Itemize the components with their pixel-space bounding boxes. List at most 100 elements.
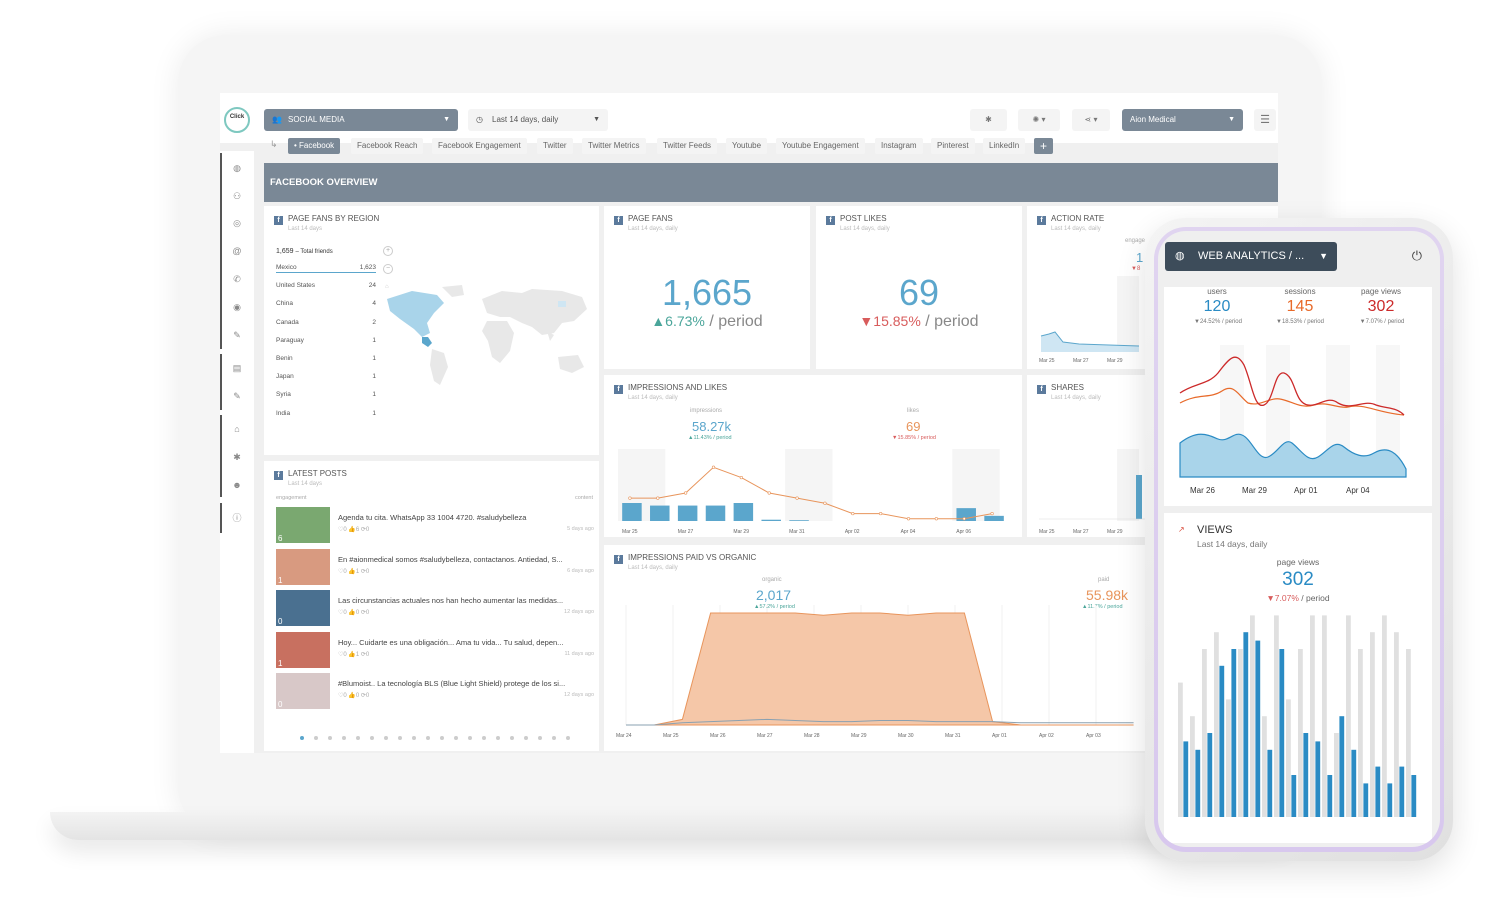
x-tick-label: Mar 29 [1242,486,1267,495]
page-views-bar [1387,783,1393,817]
page-dot[interactable] [426,736,430,740]
page-dot[interactable] [398,736,402,740]
post-item[interactable]: 0 Las circunstancias actuales nos han hec… [276,590,594,628]
settings-button[interactable]: ✺ ▾ [1018,109,1060,131]
paid-value: 55.98k [1086,587,1129,603]
app-logo[interactable]: Click [224,107,250,133]
add-tab-button[interactable]: + [1034,138,1053,154]
page-dot[interactable] [524,736,528,740]
x-tick-label: Mar 29 [851,733,867,739]
sidebar-divider [220,354,222,410]
x-tick-label: Apr 06 [956,529,971,535]
trend-icon: ↗ [1178,525,1185,534]
tab-twitter-feeds[interactable]: Twitter Feeds [657,138,718,154]
post-likes-change: ▼15.85% / period [859,313,979,330]
page-dot[interactable] [552,736,556,740]
tab-pinterest[interactable]: Pinterest [931,138,975,154]
pencil-icon[interactable]: ✎ [233,330,241,340]
users-icon[interactable]: ⚇ [232,191,242,201]
phone-icon[interactable]: ✆ [233,274,241,284]
location-icon[interactable]: ◉ [233,302,241,312]
page-dot[interactable] [384,736,388,740]
card-title: f IMPRESSIONS AND LIKES [614,383,727,394]
bank-icon[interactable]: ⌂ [234,424,240,434]
page-dot[interactable] [356,736,360,740]
page-views-bar [1339,716,1345,817]
tab-youtube-engagement[interactable]: Youtube Engagement [776,138,865,154]
page-dot[interactable] [510,736,514,740]
page-dot[interactable] [468,736,472,740]
tab-linkedin[interactable]: LinkedIn [983,138,1026,154]
post-stats: ♡0 👍0 ⟳0 [338,610,370,616]
post-item[interactable]: 6 Agenda tu cita. WhatsApp 33 1004 4720. … [276,507,594,545]
organic-label: organic [762,577,782,583]
page-views-bar [1363,783,1369,817]
page-dot[interactable] [538,736,542,740]
post-item[interactable]: 0 #Blumoist.. La tecnología BLS (Blue Lig… [276,673,594,711]
user-circle-icon[interactable]: ☻ [232,480,242,490]
engagement-col: engagement [276,495,307,501]
power-icon[interactable]: ⏻ [1411,248,1422,263]
zoom-out-button[interactable]: − [383,264,393,274]
page-dot[interactable] [300,736,304,740]
page-views-bar [1411,775,1417,817]
document-icon[interactable]: ▤ [232,363,242,373]
page-views-bar [1267,749,1273,817]
post-item[interactable]: 1 Hoy... Cuidarte es una obligación... Am… [276,631,594,670]
tab-youtube[interactable]: Youtube [726,138,768,154]
category-dropdown[interactable]: 👥 SOCIAL MEDIA ▼ [264,109,458,131]
organic-line [626,718,1134,726]
world-map [387,285,587,385]
web-analytics-dropdown[interactable]: ◍ WEB ANALYTICS / ... ▼ [1165,242,1337,271]
tab-twitter-metrics[interactable]: Twitter Metrics [582,138,646,154]
tab-instagram[interactable]: Instagram [875,138,923,154]
page-dot[interactable] [342,736,346,740]
page-dot[interactable] [370,736,374,740]
page-dot[interactable] [454,736,458,740]
page-dot[interactable] [314,736,318,740]
puzzle-button[interactable]: ✱ [970,109,1007,131]
tab-twitter[interactable]: Twitter [537,138,573,154]
page-dot[interactable] [566,736,570,740]
post-date: 6 days ago [567,567,594,574]
tab-facebook-engagement[interactable]: Facebook Engagement [432,138,527,154]
at-icon[interactable]: @ [232,246,242,256]
globe-icon: ◍ [1175,250,1185,262]
target-icon[interactable]: ◎ [233,218,241,228]
page-dot[interactable] [328,736,332,740]
puzzle-icon[interactable]: ✱ [233,452,241,462]
reset-icon[interactable]: ⌂ [385,284,389,290]
post-date: 5 days ago [567,526,594,532]
impressions-bar [677,505,698,521]
previous-period-bar [1190,716,1195,817]
post-item[interactable]: 1 En #aionmedical somos #saludybelleza, c… [276,548,594,587]
info-icon[interactable]: ⓘ [232,513,242,523]
share-button[interactable]: ⋖ ▾ [1072,109,1110,131]
post-text: #Blumoist.. La tecnología BLS (Blue Ligh… [338,679,566,688]
post-likes-value: 69 [898,272,940,313]
x-tick-label: Mar 27 [1073,529,1089,535]
post-text: Hoy... Cuidarte es una obligación... Ama… [338,637,564,647]
tab-facebook-reach[interactable]: Facebook Reach [351,138,424,154]
x-tick-label: Apr 01 [992,733,1007,739]
x-tick-label: Mar 25 [622,529,638,535]
post-stats: ♡0 👍0 ⟳0 [338,693,370,699]
wand-icon[interactable]: ✎ [233,391,241,401]
menu-button[interactable]: ☰ [1254,109,1276,131]
zoom-in-button[interactable]: + [383,246,393,256]
page-dot[interactable] [482,736,486,740]
page-dot[interactable] [496,736,500,740]
post-date: 11 days ago [564,650,594,657]
x-tick-label: Apr 04 [901,529,916,535]
page-views-bar [1315,741,1321,817]
engage-label: engage [1125,238,1146,244]
page-dot[interactable] [440,736,444,740]
page-dot[interactable] [412,736,416,740]
tab-facebook[interactable]: • Facebook [288,138,341,154]
x-tick-label: Mar 25 [1039,358,1055,364]
client-dropdown[interactable]: Aion Medical ▼ [1122,109,1243,131]
previous-period-bar [1226,699,1231,817]
date-range-dropdown[interactable]: ◷ Last 14 days, daily ▼ [468,109,608,131]
paid-area [626,612,1134,726]
globe-icon[interactable]: ◍ [233,163,241,173]
